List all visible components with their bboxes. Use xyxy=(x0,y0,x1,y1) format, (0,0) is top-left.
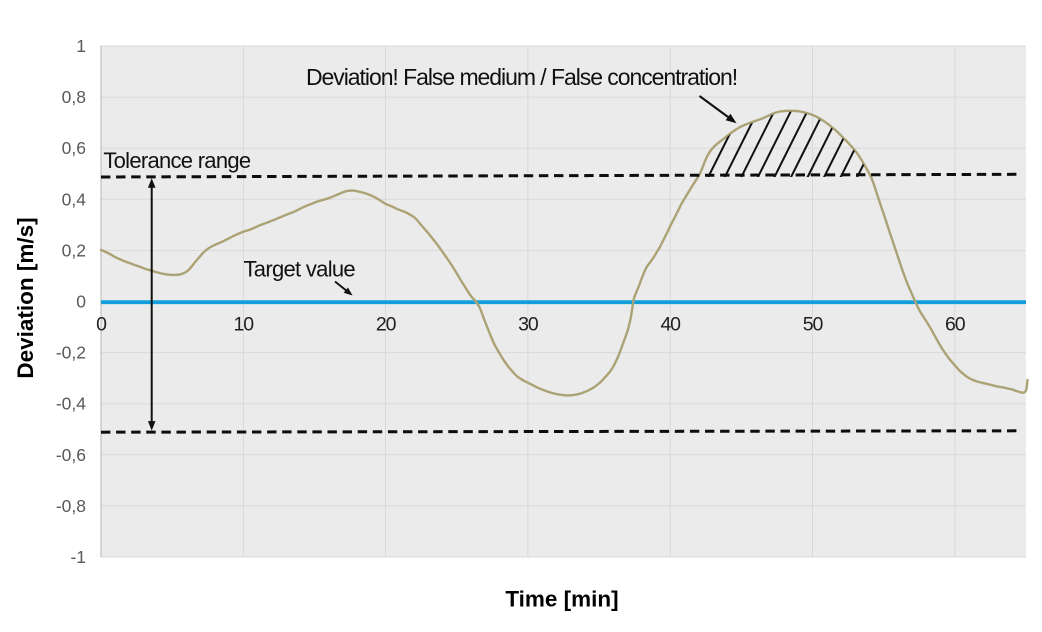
svg-text:60: 60 xyxy=(945,314,966,336)
svg-text:Deviation [m/s]: Deviation [m/s] xyxy=(13,217,38,378)
svg-text:50: 50 xyxy=(803,314,824,336)
svg-text:40: 40 xyxy=(660,314,681,336)
svg-text:Target value: Target value xyxy=(244,256,356,281)
svg-text:1: 1 xyxy=(76,36,86,56)
svg-text:30: 30 xyxy=(518,314,539,336)
svg-text:0: 0 xyxy=(96,314,107,336)
svg-text:0,2: 0,2 xyxy=(62,240,86,260)
svg-text:-0,6: -0,6 xyxy=(56,445,86,465)
svg-text:20: 20 xyxy=(376,314,397,336)
svg-text:0,6: 0,6 xyxy=(62,138,86,158)
svg-text:Deviation! False medium / Fals: Deviation! False medium / False concentr… xyxy=(306,64,737,90)
svg-text:-0,4: -0,4 xyxy=(56,394,86,414)
svg-text:0: 0 xyxy=(76,292,86,312)
svg-text:Time [min]: Time [min] xyxy=(505,587,618,612)
svg-text:0,8: 0,8 xyxy=(62,87,86,107)
svg-text:-1: -1 xyxy=(70,547,86,567)
svg-text:0,4: 0,4 xyxy=(62,189,87,209)
svg-text:Tolerance range: Tolerance range xyxy=(103,148,250,173)
svg-text:-0,8: -0,8 xyxy=(56,496,86,516)
svg-text:10: 10 xyxy=(234,314,255,336)
svg-text:-0,2: -0,2 xyxy=(56,343,86,363)
